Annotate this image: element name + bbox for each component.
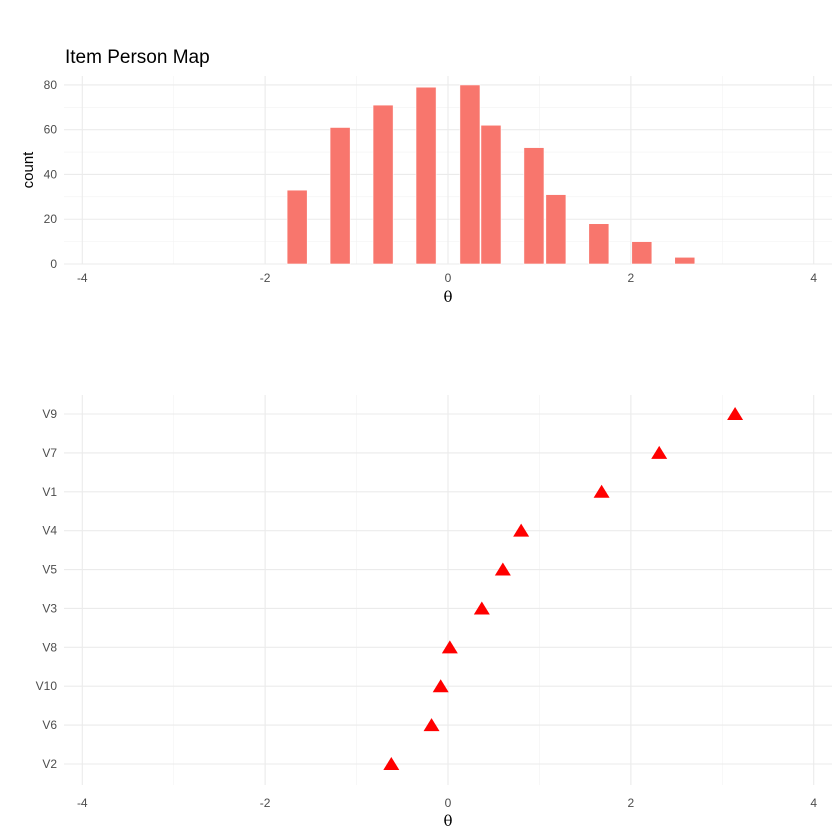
histogram-bar <box>480 124 502 265</box>
hist-y-tick-label: 60 <box>44 123 58 137</box>
histogram-bar <box>631 241 653 265</box>
hist-x-tick-label: -4 <box>77 271 88 285</box>
item-x-tick-label: 4 <box>810 796 817 810</box>
item-difficulty-marker <box>432 679 449 693</box>
hist-x-tick-label: 4 <box>810 271 817 285</box>
item-y-tick-label: V5 <box>42 563 57 577</box>
histogram-bar <box>588 223 610 265</box>
histogram-bar <box>523 147 545 265</box>
hist-y-tick-label: 0 <box>50 257 57 271</box>
item-x-tick-label: 0 <box>445 796 452 810</box>
item-y-tick-label: V2 <box>42 757 57 771</box>
item-difficulty-marker <box>593 484 610 498</box>
item-y-tick-label: V8 <box>42 640 57 654</box>
hist-y-tick-label: 20 <box>44 212 58 226</box>
item-difficulty-marker <box>383 757 400 770</box>
item-difficulty-marker <box>513 523 530 537</box>
hist-y-tick-label: 80 <box>44 78 58 92</box>
histogram-bar <box>545 194 567 265</box>
item-x-tick-label: -2 <box>260 796 271 810</box>
hist-x-tick-label: 2 <box>628 271 635 285</box>
histogram-bar <box>415 86 437 265</box>
hist-x-axis-title: θ <box>443 288 452 306</box>
hist-y-tick-label: 40 <box>44 167 58 181</box>
histogram-bar <box>459 84 481 265</box>
item-map-panel: -4 -2 0 2 4 V2 V6 V10 V8 V3 V5 V4 V1 V7 V9 θ <box>36 395 832 830</box>
item-y-tick-label: V1 <box>42 485 57 499</box>
hist-x-tick-label: 0 <box>445 271 452 285</box>
item-x-axis-title: θ <box>443 812 452 830</box>
item-difficulty-marker <box>727 407 744 420</box>
item-x-tick-label: 2 <box>628 796 635 810</box>
hist-x-tick-label: -2 <box>260 271 271 285</box>
item-y-tick-label: V10 <box>36 679 58 693</box>
item-y-tick-label: V7 <box>42 446 57 460</box>
item-difficulty-marker <box>494 562 511 576</box>
histogram-bar <box>674 256 696 265</box>
item-x-tick-label: -4 <box>77 796 88 810</box>
item-y-tick-label: V6 <box>42 718 57 732</box>
item-y-tick-label: V9 <box>42 407 57 421</box>
histogram-bar <box>372 104 394 265</box>
item-difficulty-marker <box>473 601 490 615</box>
item-difficulty-marker <box>441 640 458 654</box>
item-difficulty-marker <box>423 718 440 732</box>
item-difficulty-marker <box>651 445 668 459</box>
histogram-bar <box>286 189 308 265</box>
hist-y-axis-title: count <box>20 151 37 189</box>
item-y-tick-label: V4 <box>42 524 57 538</box>
chart-title: Item Person Map <box>65 47 210 68</box>
item-y-tick-label: V3 <box>42 601 57 615</box>
histogram-bar <box>329 127 351 265</box>
